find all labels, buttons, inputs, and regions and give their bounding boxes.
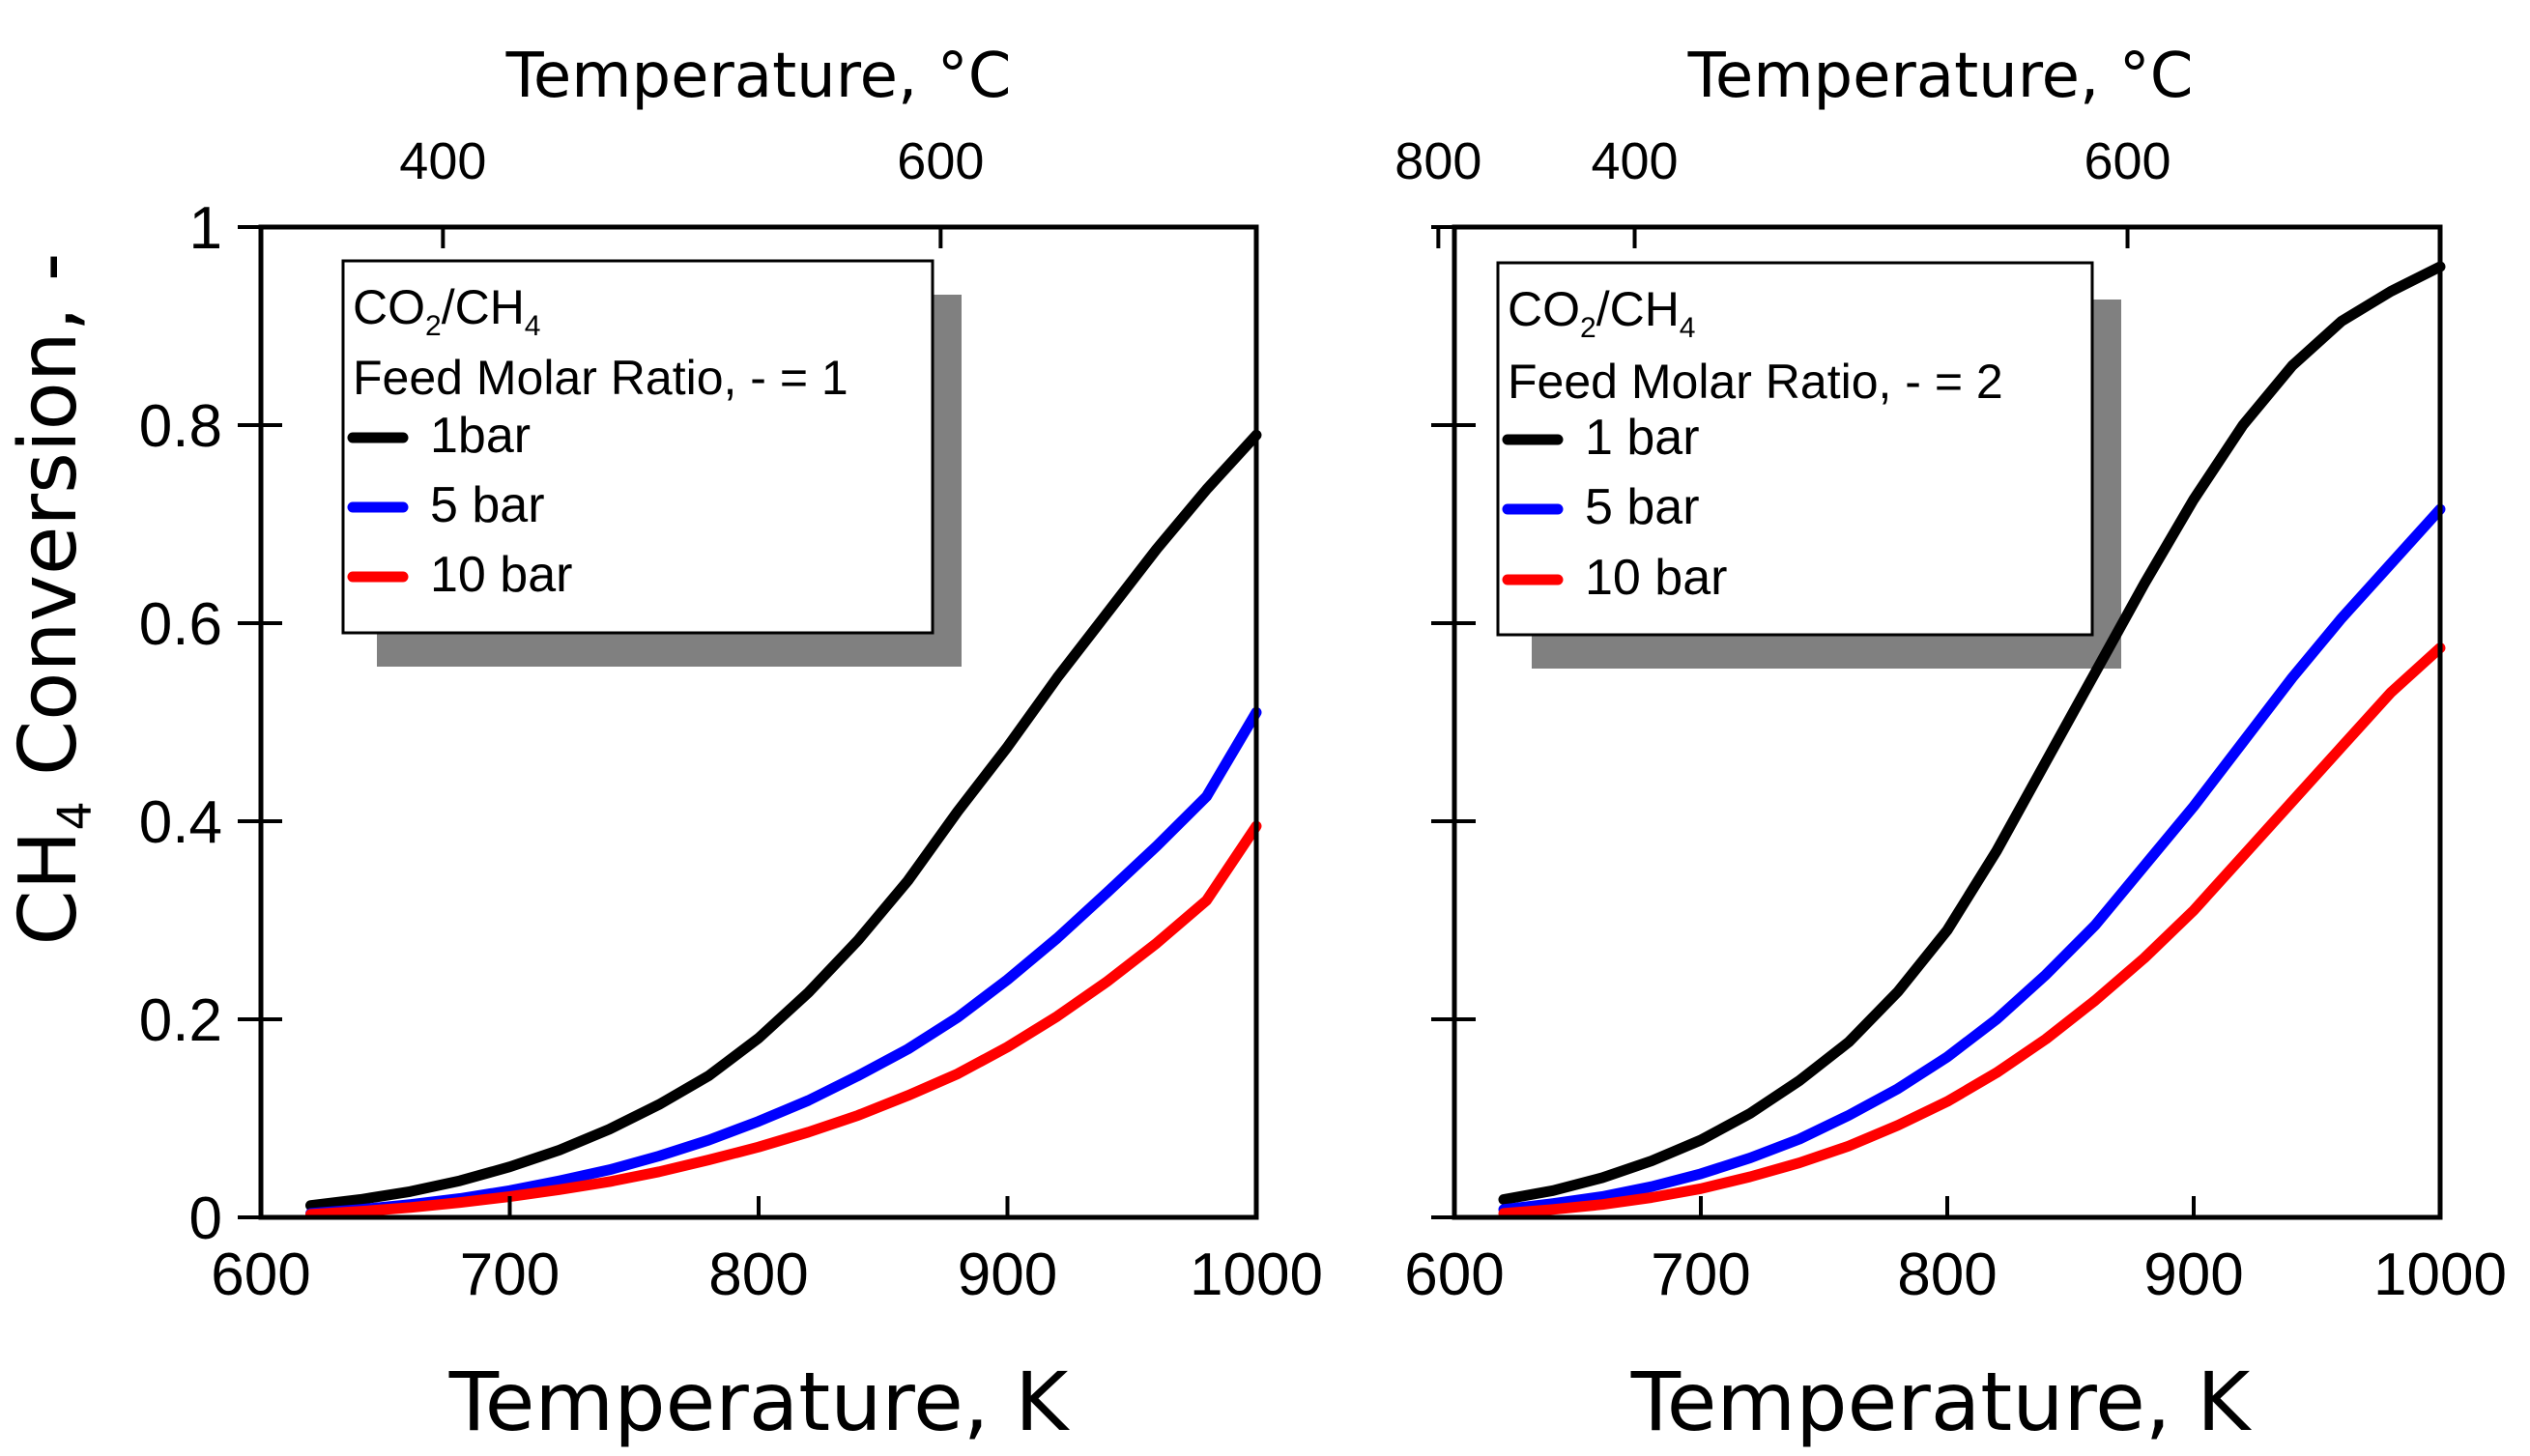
series-line-3 (1498, 642, 2446, 1219)
chart-panel-1: CO2/CH4 Feed Molar Ratio, - = 1 1bar 5 ba… (139, 41, 1482, 1449)
legend-label-2: 5 bar (430, 477, 545, 533)
legend-title-line2: Feed Molar Ratio, - = 2 (1508, 355, 2003, 409)
y-tick-label: 0.4 (139, 789, 222, 856)
series-line-1 (1498, 261, 2446, 1205)
y-tick-label: 0.8 (139, 393, 222, 460)
series-line-2 (1498, 503, 2446, 1215)
x-tick-label: 700 (460, 1242, 560, 1308)
x2-tick-label: 400 (1591, 132, 1678, 190)
y-tick-label: 0 (189, 1185, 222, 1252)
x-tick-label: 900 (2143, 1242, 2243, 1308)
legend-title-line1: CO2/CH4 (353, 280, 540, 342)
x-tick-label: 1000 (1190, 1242, 1323, 1308)
legend-label-1: 1bar (430, 408, 531, 464)
x-tick-label: 1000 (2373, 1242, 2507, 1308)
legend-label-3: 10 bar (1585, 550, 1727, 606)
x-tick-label: 600 (1404, 1242, 1504, 1308)
legend-box (341, 259, 934, 635)
x-axis-title: Temperature, K (448, 1355, 1070, 1449)
legend-box (1496, 261, 2094, 637)
y-axis-title-rest: Conversion, - (3, 253, 95, 802)
x-tick-label: 600 (211, 1242, 310, 1308)
y-axis-title: CH4 Conversion, - (3, 253, 102, 946)
x2-tick-label: 800 (1394, 132, 1481, 190)
legend-title-line2: Feed Molar Ratio, - = 1 (353, 351, 848, 405)
legend-label-2: 5 bar (1585, 479, 1700, 535)
x2-axis-title: Temperature, °C (1687, 41, 2194, 112)
legend-label-3: 10 bar (430, 547, 572, 603)
series-line-3 (305, 820, 1262, 1220)
x2-tick-label: 400 (399, 132, 486, 190)
x2-axis-title: Temperature, °C (505, 41, 1012, 112)
y-axis-title-main: CH (3, 831, 95, 946)
legend-title-line1: CO2/CH4 (1508, 282, 1695, 344)
x2-tick-label: 600 (2084, 132, 2171, 190)
chart-panel-2: CO2/CH4 Feed Molar Ratio, - = 2 1 bar 5 b… (1404, 41, 2507, 1449)
y-axis-title-sub: 4 (48, 801, 102, 831)
x-tick-label: 800 (1897, 1242, 1997, 1308)
legend-label-1: 1 bar (1585, 410, 1700, 466)
x-tick-label: 800 (708, 1242, 808, 1308)
y-tick-label: 0.2 (139, 987, 222, 1054)
x-tick-label: 700 (1651, 1242, 1750, 1308)
x-axis-title: Temperature, K (1630, 1355, 2252, 1449)
x2-tick-label: 600 (897, 132, 984, 190)
y-tick-label: 0.6 (139, 591, 222, 658)
x-tick-label: 900 (958, 1242, 1057, 1308)
y-tick-label: 1 (189, 195, 222, 262)
series-line-1 (305, 429, 1262, 1212)
